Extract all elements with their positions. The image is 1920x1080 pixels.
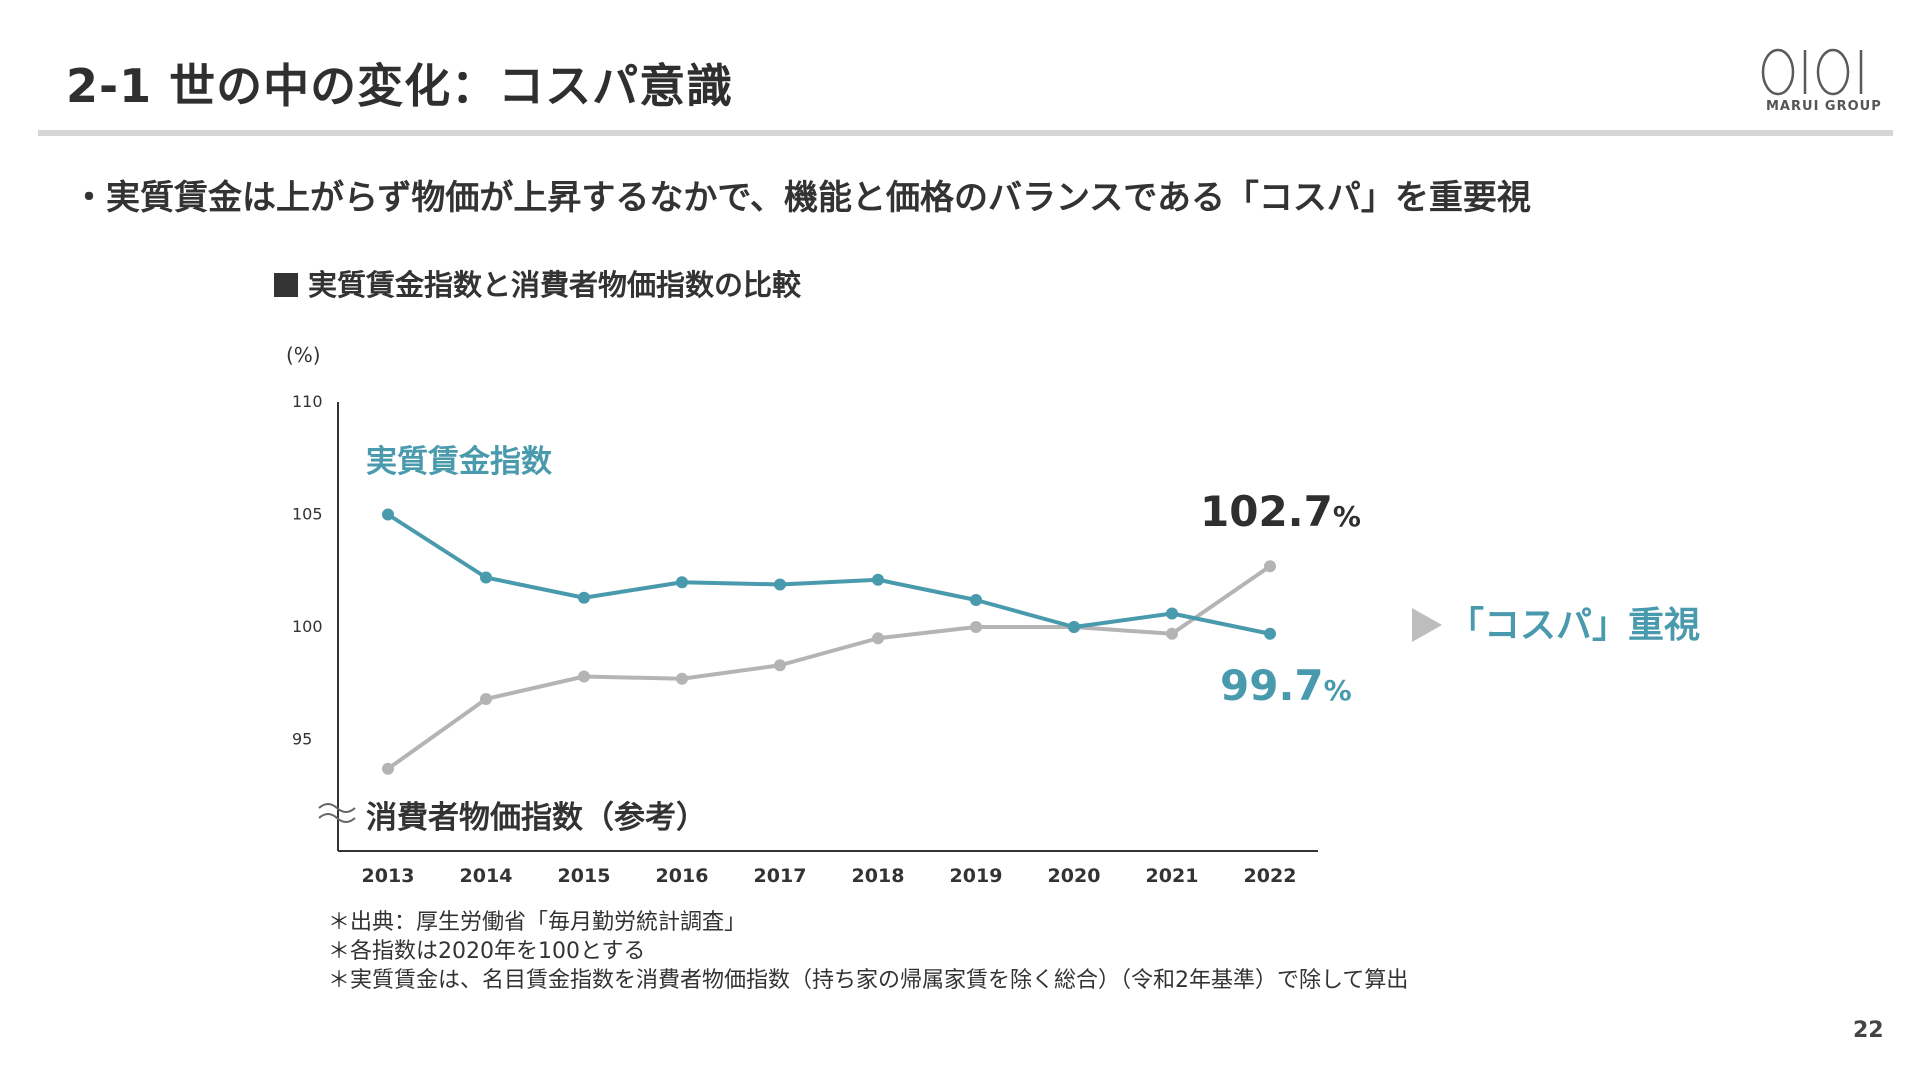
data-point [1166,607,1178,620]
data-point [382,762,394,775]
logo-text: MARUI GROUP [1766,99,1882,114]
slide-subtitle: ・実質賃金は上がらず物価が上昇するなかで、機能と価格のバランスである「コスパ」を… [72,178,1531,218]
y-tick-label: 100 [292,617,323,636]
axis-break-mark [318,803,356,813]
data-point [676,672,688,685]
x-tick-label: 2014 [460,865,513,887]
y-tick-label: 95 [292,730,312,749]
y-tick-label: 105 [292,505,323,524]
data-point [578,591,590,604]
wage-end-value-label: 99.7% [1220,661,1352,710]
data-point [872,632,884,645]
data-point [578,670,590,683]
x-tick-label: 2019 [950,865,1003,887]
data-point [480,571,492,584]
marui-logo-icon [1761,48,1863,96]
x-tick-label: 2016 [656,865,709,887]
data-point [480,693,492,705]
square-bullet-icon [274,273,298,297]
x-tick-label: 2015 [558,865,611,887]
y-axis-unit-label: (%) [286,343,321,367]
x-tick-label: 2020 [1048,865,1101,887]
series-label: 消費者物価指数（参考） [366,800,707,836]
x-tick-label: 2013 [362,865,415,887]
data-point [1166,627,1178,640]
data-point [970,621,982,633]
data-point [1264,627,1276,640]
page-number: 22 [1853,1018,1884,1043]
series-line [386,512,1271,636]
data-point [1068,621,1080,633]
data-point [774,578,786,591]
chart-heading: 実質賃金指数と消費者物価指数の比較 [274,262,801,304]
axis-break-mark [318,813,356,823]
data-point [382,508,394,521]
data-point [970,594,982,606]
callout-arrow-icon [1412,608,1442,642]
data-point [774,659,786,672]
x-tick-label: 2021 [1146,865,1199,887]
data-point [872,573,884,586]
series-line [386,564,1272,771]
callout-text: 「コスパ」重視 [1448,605,1700,646]
x-tick-label: 2022 [1244,865,1297,887]
series-label: 実質賃金指数 [366,444,552,480]
footnotes: ＊出典：厚生労働省「毎月勤労統計調査」 ＊各指数は2020年を100とする ＊実… [328,908,1408,995]
footnote-source: ＊出典：厚生労働省「毎月勤労統計調査」 [328,910,747,935]
footnote-index-base: ＊各指数は2020年を100とする [328,939,646,964]
footnote-method: ＊実質賃金は、名目賃金指数を消費者物価指数（持ち家の帰属家賃を除く総合）（令和2… [328,968,1409,993]
x-tick-label: 2017 [754,865,807,887]
chart-heading-text: 実質賃金指数と消費者物価指数の比較 [308,268,802,302]
x-tick-label: 2018 [852,865,905,887]
cpi-end-value-label: 102.7% [1200,487,1361,536]
data-point [676,576,688,589]
slide-title: 2-1 世の中の変化：コスパ意識 [66,59,734,113]
data-point [1264,560,1276,573]
title-divider [38,130,1893,136]
y-tick-label: 110 [292,392,323,411]
